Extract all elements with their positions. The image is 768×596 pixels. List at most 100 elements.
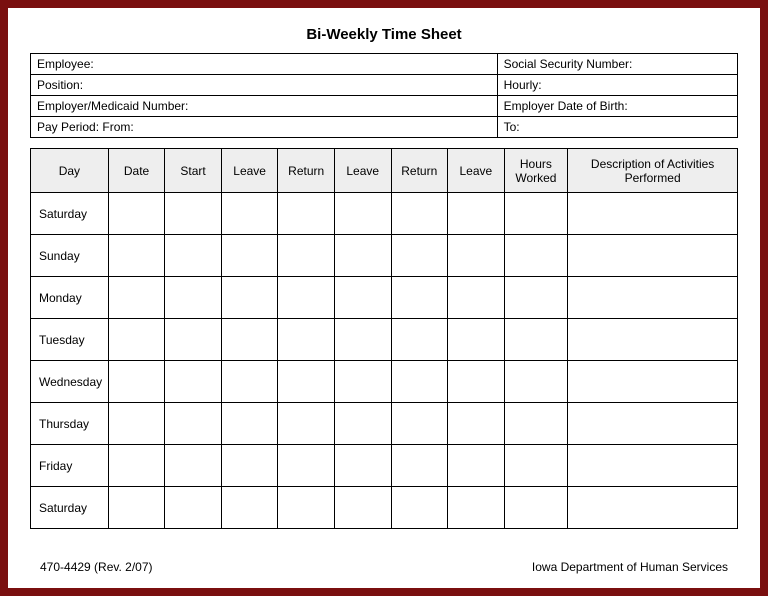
table-row: Saturday <box>31 487 738 529</box>
empty-cell <box>221 193 278 235</box>
column-header: Description of Activities Performed <box>568 149 738 193</box>
column-header: Date <box>108 149 165 193</box>
empty-cell <box>504 403 568 445</box>
footer-form-number: 470-4429 (Rev. 2/07) <box>40 560 153 574</box>
table-row: Saturday <box>31 193 738 235</box>
empty-cell <box>278 403 335 445</box>
footer: 470-4429 (Rev. 2/07) Iowa Department of … <box>40 560 728 574</box>
day-cell: Tuesday <box>31 319 109 361</box>
empty-cell <box>278 277 335 319</box>
empty-cell <box>165 361 222 403</box>
empty-cell <box>334 193 391 235</box>
empty-cell <box>221 445 278 487</box>
empty-cell <box>568 193 738 235</box>
day-cell: Sunday <box>31 235 109 277</box>
empty-cell <box>221 277 278 319</box>
empty-cell <box>568 277 738 319</box>
empty-cell <box>278 235 335 277</box>
empty-cell <box>568 445 738 487</box>
empty-cell <box>391 487 448 529</box>
empty-cell <box>504 445 568 487</box>
info-row: Employee:Social Security Number: <box>31 54 738 75</box>
empty-cell <box>568 361 738 403</box>
empty-cell <box>448 487 505 529</box>
empty-cell <box>165 445 222 487</box>
empty-cell <box>568 403 738 445</box>
table-row: Friday <box>31 445 738 487</box>
empty-cell <box>568 487 738 529</box>
day-cell: Wednesday <box>31 361 109 403</box>
timesheet-table: DayDateStartLeaveReturnLeaveReturnLeaveH… <box>30 148 738 529</box>
empty-cell <box>504 277 568 319</box>
info-label-left: Employer/Medicaid Number: <box>31 96 498 117</box>
empty-cell <box>448 403 505 445</box>
info-label-left: Position: <box>31 75 498 96</box>
empty-cell <box>221 319 278 361</box>
empty-cell <box>108 403 165 445</box>
empty-cell <box>448 235 505 277</box>
empty-cell <box>504 193 568 235</box>
empty-cell <box>278 361 335 403</box>
info-table: Employee:Social Security Number:Position… <box>30 53 738 138</box>
empty-cell <box>391 235 448 277</box>
empty-cell <box>334 403 391 445</box>
day-cell: Saturday <box>31 487 109 529</box>
table-row: Monday <box>31 277 738 319</box>
empty-cell <box>391 361 448 403</box>
empty-cell <box>278 193 335 235</box>
document-frame: Bi-Weekly Time Sheet Employee:Social Sec… <box>0 0 768 596</box>
empty-cell <box>108 319 165 361</box>
info-row: Pay Period: From:To: <box>31 117 738 138</box>
empty-cell <box>165 277 222 319</box>
column-header: Day <box>31 149 109 193</box>
empty-cell <box>448 319 505 361</box>
empty-cell <box>278 319 335 361</box>
empty-cell <box>278 445 335 487</box>
empty-cell <box>391 445 448 487</box>
info-label-right: Social Security Number: <box>497 54 737 75</box>
empty-cell <box>391 403 448 445</box>
table-row: Sunday <box>31 235 738 277</box>
empty-cell <box>165 403 222 445</box>
empty-cell <box>108 277 165 319</box>
empty-cell <box>448 193 505 235</box>
table-row: Wednesday <box>31 361 738 403</box>
empty-cell <box>334 319 391 361</box>
empty-cell <box>504 319 568 361</box>
empty-cell <box>334 361 391 403</box>
empty-cell <box>504 487 568 529</box>
empty-cell <box>165 487 222 529</box>
document-title: Bi-Weekly Time Sheet <box>30 26 738 43</box>
empty-cell <box>334 235 391 277</box>
empty-cell <box>568 235 738 277</box>
empty-cell <box>108 445 165 487</box>
column-header: Leave <box>334 149 391 193</box>
empty-cell <box>334 445 391 487</box>
info-row: Position:Hourly: <box>31 75 738 96</box>
empty-cell <box>391 319 448 361</box>
empty-cell <box>108 235 165 277</box>
empty-cell <box>165 193 222 235</box>
column-header: Start <box>165 149 222 193</box>
table-header-row: DayDateStartLeaveReturnLeaveReturnLeaveH… <box>31 149 738 193</box>
empty-cell <box>221 487 278 529</box>
column-header: Return <box>391 149 448 193</box>
empty-cell <box>108 193 165 235</box>
empty-cell <box>108 361 165 403</box>
column-header: Leave <box>221 149 278 193</box>
empty-cell <box>334 487 391 529</box>
empty-cell <box>448 277 505 319</box>
info-label-left: Employee: <box>31 54 498 75</box>
info-row: Employer/Medicaid Number:Employer Date o… <box>31 96 738 117</box>
column-header: Leave <box>448 149 505 193</box>
day-cell: Thursday <box>31 403 109 445</box>
empty-cell <box>221 235 278 277</box>
empty-cell <box>278 487 335 529</box>
empty-cell <box>448 445 505 487</box>
empty-cell <box>108 487 165 529</box>
info-label-right: To: <box>497 117 737 138</box>
info-label-left: Pay Period: From: <box>31 117 498 138</box>
column-header: Hours Worked <box>504 149 568 193</box>
day-cell: Friday <box>31 445 109 487</box>
empty-cell <box>334 277 391 319</box>
